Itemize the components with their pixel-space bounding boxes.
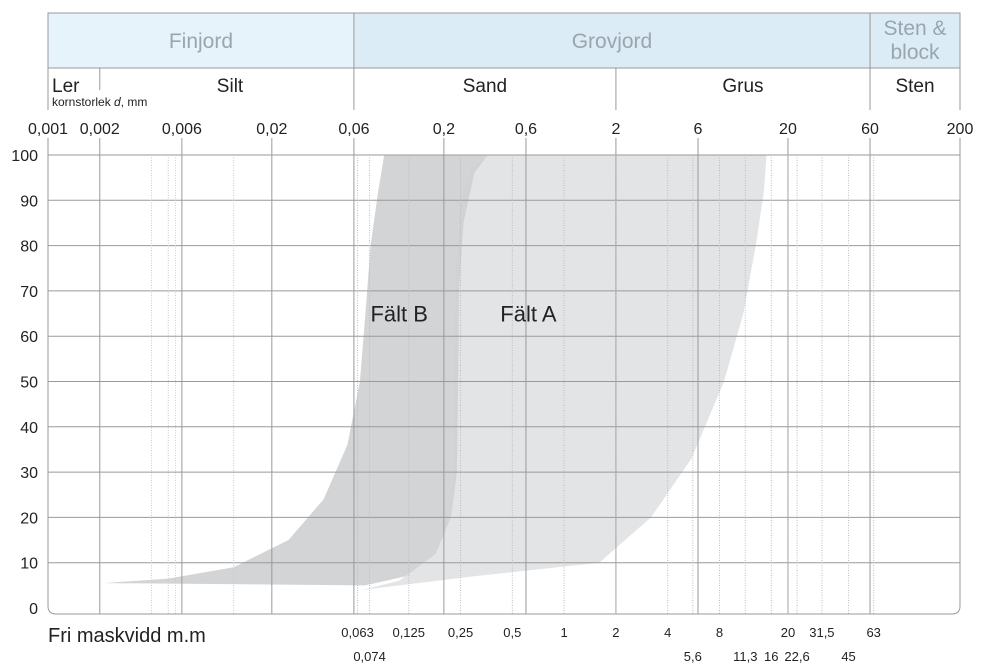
sieve-label: 1	[561, 625, 568, 640]
group-label-sten: Sten &	[883, 17, 946, 40]
field-label-a: Fält A	[500, 302, 557, 327]
sieve-label: 31,5	[809, 625, 834, 640]
fraction-label-ler: Ler	[52, 76, 80, 97]
header-band-sten-block	[870, 13, 960, 68]
sieve-label: 8	[716, 625, 723, 640]
sieve-label: 0,074	[353, 649, 386, 664]
y-tick-label: 100	[11, 148, 38, 165]
size-caption-suffix: , mm	[121, 95, 148, 109]
y-tick-label: 20	[20, 510, 38, 527]
top-tick-label: 0,02	[256, 121, 287, 138]
group-label-block: block	[891, 41, 941, 64]
sieve-axis-title: Fri maskvidd m.m	[48, 625, 206, 647]
group-label-finjord: Finjord	[169, 30, 233, 53]
labels: 0 10 20 30 40 50 60 70 80 90 100 Fält B Fält A Fri ma…	[11, 148, 881, 664]
y-tick-label: 30	[20, 465, 38, 482]
header: Finjord Grovjord Sten &block Ler Silt Sand Gru…	[28, 12, 974, 155]
sieve-label: 16	[764, 649, 778, 664]
field-label-b: Fält B	[370, 302, 427, 327]
sieve-label: 45	[841, 649, 855, 664]
sieve-label: 4	[664, 625, 671, 640]
top-tick-label: 0,2	[433, 121, 455, 138]
y-tick-label: 70	[20, 284, 38, 301]
y-tick-label: 50	[20, 375, 38, 392]
sieve-label: 22,6	[784, 649, 809, 664]
header-band-grovjord	[353, 13, 871, 68]
sieve-label: 0,063	[341, 625, 374, 640]
field-b-area	[103, 155, 488, 586]
y-tick-label: 10	[20, 556, 38, 573]
header-band-finjord	[48, 13, 354, 68]
size-caption-prefix: kornstorlek	[52, 95, 114, 109]
sieve-label: 0,25	[448, 625, 473, 640]
top-tick-label: 60	[861, 121, 879, 138]
fields	[103, 155, 767, 590]
sieve-label: 63	[866, 625, 880, 640]
top-tick-label: 0,002	[80, 121, 120, 138]
y-tick-label: 60	[20, 329, 38, 346]
y-tick-label: 40	[20, 420, 38, 437]
y-tick-label: 80	[20, 239, 38, 256]
top-tick-label: 2	[611, 121, 620, 138]
sieve-label: 5,6	[684, 649, 702, 664]
sieve-label: 20	[781, 625, 795, 640]
group-label-grovjord: Grovjord	[572, 30, 653, 53]
fraction-label-silt: Silt	[217, 76, 244, 97]
sieve-label: 0,125	[392, 625, 425, 640]
top-tick-label: 6	[694, 121, 703, 138]
size-caption: kornstorlek d, mm	[52, 95, 147, 109]
fraction-label-sand: Sand	[463, 76, 507, 97]
y-tick-label: 90	[20, 193, 38, 210]
top-tick-label: 20	[779, 121, 797, 138]
sieve-label: 0,5	[503, 625, 521, 640]
sieve-label: 11,3	[733, 649, 757, 664]
size-caption-var: d	[114, 95, 121, 109]
top-tick-label: 0,001	[28, 121, 68, 138]
grid	[47, 154, 961, 615]
fraction-label-grus: Grus	[722, 76, 763, 97]
top-tick-label: 200	[947, 121, 974, 138]
top-tick-label: 0,6	[515, 121, 537, 138]
fraction-label-sten: Sten	[895, 76, 934, 97]
plot-frame	[47, 155, 961, 615]
sieve-label: 2	[612, 625, 619, 640]
header-frame	[47, 12, 961, 75]
y-tick-label: 0	[29, 601, 38, 618]
top-tick-label: 0,06	[338, 121, 369, 138]
field-a-area	[362, 155, 767, 590]
top-tick-label: 0,006	[162, 121, 202, 138]
